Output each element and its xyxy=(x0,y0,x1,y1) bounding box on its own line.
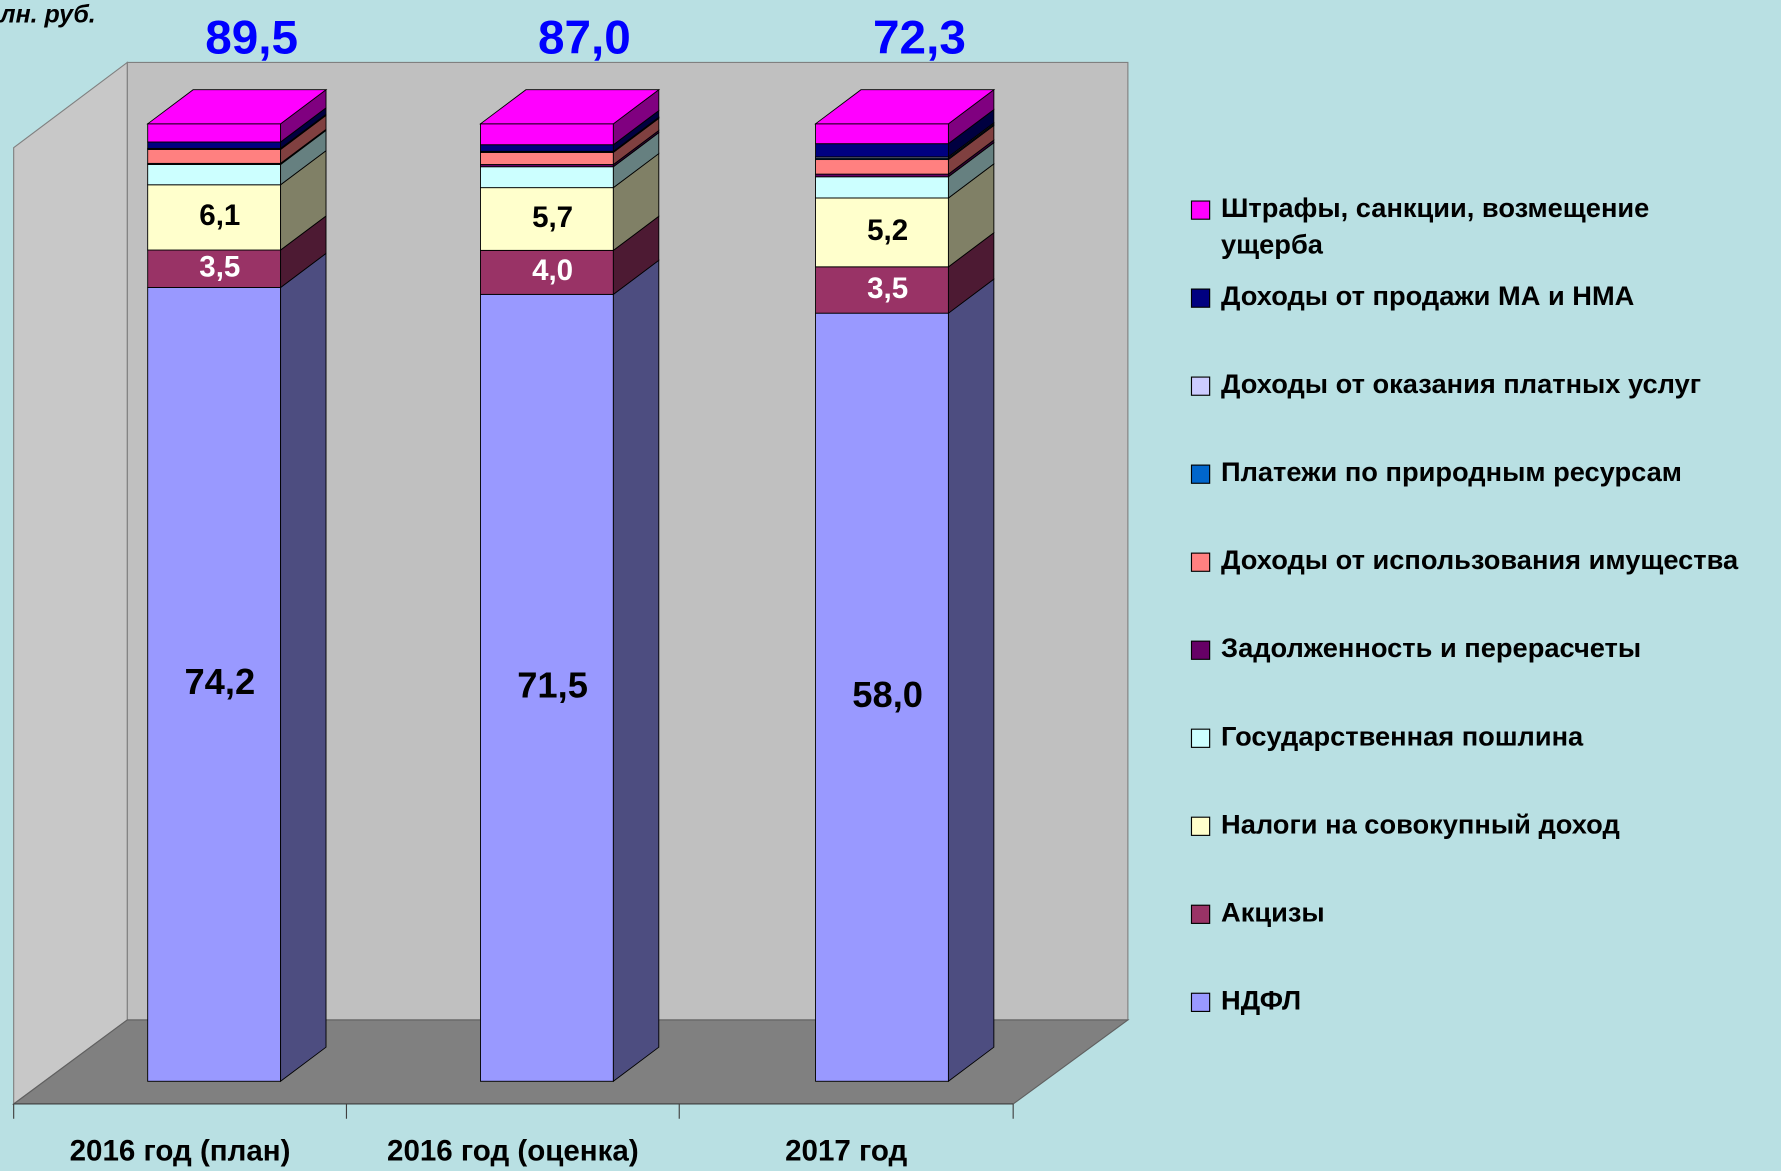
bar-front xyxy=(815,143,949,158)
bar-front xyxy=(815,159,949,175)
bar-segment xyxy=(815,141,995,199)
bar-side xyxy=(280,252,327,1083)
legend-swatch xyxy=(1190,288,1211,308)
data-label: 58,0 xyxy=(852,674,923,715)
bar-front xyxy=(815,123,949,145)
legend-swatch xyxy=(1190,816,1211,836)
total-label: 87,0 xyxy=(538,11,631,64)
bar-top xyxy=(479,89,661,125)
bar-front xyxy=(147,184,282,251)
legend-swatch xyxy=(1190,904,1211,924)
legend-label: Задолженность и перерасчеты xyxy=(1221,632,1641,663)
bar-segment xyxy=(147,252,327,1083)
bar-segment xyxy=(479,88,661,146)
legend-line: Штрафы, санкции, возмещение xyxy=(1221,192,1657,223)
legend-label: Доходы от использования имущества xyxy=(1221,544,1739,575)
legend-label: Государственная пошлина xyxy=(1221,720,1584,751)
legend-swatch xyxy=(1190,640,1211,660)
legend-label: НДФЛ xyxy=(1221,985,1301,1016)
legend-swatch xyxy=(1190,992,1211,1012)
bar-front xyxy=(480,249,614,295)
bar-front xyxy=(147,249,282,288)
bar-segment xyxy=(480,259,660,1083)
legend-swatch xyxy=(1190,376,1211,396)
data-label: 4,0 xyxy=(532,254,573,287)
bar-front xyxy=(480,166,614,189)
legend-line: Доходы от оказания платных услуг xyxy=(1221,368,1701,399)
bar-front xyxy=(815,312,949,1082)
legend-swatch xyxy=(1190,200,1211,220)
bar-front xyxy=(815,176,949,199)
bar-front xyxy=(147,149,282,164)
data-label: 74,2 xyxy=(184,661,255,702)
x-tick-label: 2017 год xyxy=(785,1135,907,1168)
legend-label: Налоги на совокупный доход xyxy=(1221,808,1620,839)
bar-segment xyxy=(147,215,327,289)
legend-line: Налоги на совокупный доход xyxy=(1221,808,1620,839)
legend-line: Акцизы xyxy=(1221,897,1325,928)
legend-line: ущерба xyxy=(1221,229,1324,260)
data-label: 5,2 xyxy=(867,214,908,247)
bar-segment xyxy=(146,88,328,143)
bar-segment xyxy=(480,117,660,166)
data-label: 6,1 xyxy=(199,199,240,232)
bar-side xyxy=(612,259,660,1083)
bar-front xyxy=(147,123,282,143)
legend-swatch xyxy=(1190,728,1211,748)
bar-segment xyxy=(480,131,660,189)
bar-segment xyxy=(815,231,995,315)
bar-top xyxy=(146,89,328,125)
data-label: 3,5 xyxy=(199,251,240,284)
bar-side xyxy=(947,278,995,1083)
bar-front xyxy=(815,266,949,314)
bar-segment xyxy=(147,149,327,251)
bar-segment xyxy=(480,215,660,296)
legend-line: Задолженность и перерасчеты xyxy=(1221,632,1641,663)
data-label: 71,5 xyxy=(517,664,588,705)
x-tick-label: 2016 год (план) xyxy=(70,1135,291,1168)
legend-label: Доходы от оказания платных услуг xyxy=(1221,368,1701,399)
bar-segment xyxy=(480,152,660,252)
legend-line: Доходы от использования имущества xyxy=(1221,544,1739,575)
data-label: 3,5 xyxy=(867,272,908,305)
bar-front xyxy=(480,293,614,1082)
total-label: 72,3 xyxy=(873,11,966,64)
bar-front xyxy=(480,123,614,146)
bar-top xyxy=(814,89,996,125)
data-label: 5,7 xyxy=(532,201,573,234)
bar-segment xyxy=(814,88,996,145)
legend-label: Платежи по природным ресурсам xyxy=(1221,456,1682,487)
legend-label: Штрафы, санкции, возмещение ущерба xyxy=(1221,192,1657,259)
total-label: 89,5 xyxy=(205,11,298,64)
legend-line: Платежи по природным ресурсам xyxy=(1221,456,1682,487)
legend-label: Доходы от продажи МА и НМА xyxy=(1221,280,1634,311)
legend-swatch xyxy=(1190,464,1211,484)
bar-front xyxy=(147,163,282,186)
bar-front xyxy=(480,187,614,251)
legend-swatch xyxy=(1190,552,1211,572)
side-wall xyxy=(13,61,128,1106)
legend-line: Доходы от продажи МА и НМА xyxy=(1221,280,1634,311)
legend-line: Государственная пошлина xyxy=(1221,720,1584,751)
legend-line: НДФЛ xyxy=(1221,985,1301,1016)
x-tick-label: 2016 год (оценка) xyxy=(387,1135,639,1168)
bar-segment xyxy=(815,278,995,1083)
unit-label: лн. руб. xyxy=(0,0,96,28)
bar-front xyxy=(480,144,614,152)
bar-front xyxy=(480,151,614,165)
bar-front xyxy=(147,141,282,149)
legend-label: Акцизы xyxy=(1221,897,1325,928)
